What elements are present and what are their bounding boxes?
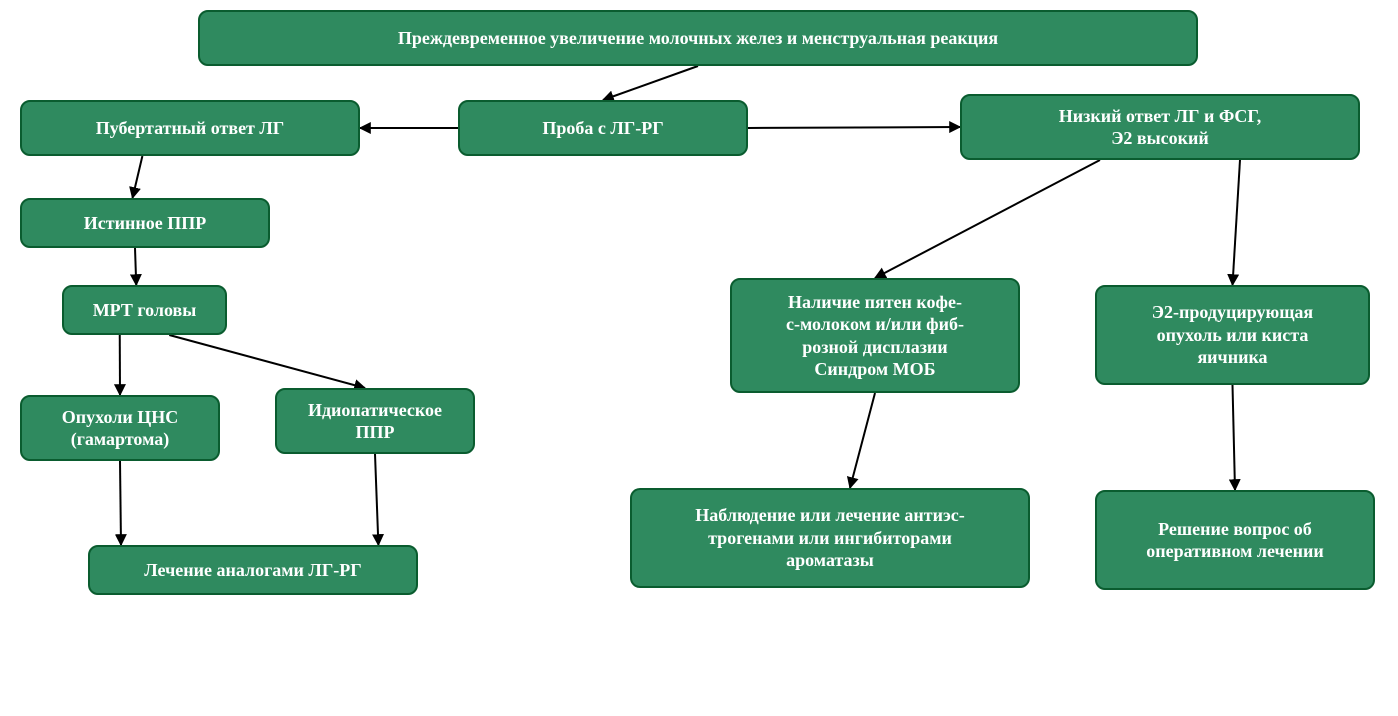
node-label: Э2-продуцирующаяопухоль или кистаяичника: [1152, 301, 1313, 369]
flowchart-canvas: Преждевременное увеличение молочных желе…: [0, 0, 1398, 716]
node-n-true-ppr: Истинное ППР: [20, 198, 270, 248]
node-label: МРТ головы: [93, 299, 197, 322]
node-n-proba: Проба с ЛГ-РГ: [458, 100, 748, 156]
node-label: Пубертатный ответ ЛГ: [96, 117, 285, 140]
node-n-observe: Наблюдение или лечение антиэс-трогенами …: [630, 488, 1030, 588]
edge-n-root-to-n-proba: [603, 66, 698, 100]
node-label: ИдиопатическоеППР: [308, 399, 442, 444]
node-label: Проба с ЛГ-РГ: [542, 117, 663, 140]
edge-n-low-lg-to-n-mob: [875, 160, 1100, 278]
node-label: Низкий ответ ЛГ и ФСГ,Э2 высокий: [1059, 105, 1262, 150]
node-n-idio: ИдиопатическоеППР: [275, 388, 475, 454]
edge-n-e2tumor-to-n-surgery: [1233, 385, 1236, 490]
edge-n-mri-to-n-idio: [169, 335, 365, 388]
node-label: Преждевременное увеличение молочных желе…: [398, 27, 998, 50]
node-n-pubertal: Пубертатный ответ ЛГ: [20, 100, 360, 156]
node-n-treat-lg: Лечение аналогами ЛГ-РГ: [88, 545, 418, 595]
node-n-mri: МРТ головы: [62, 285, 227, 335]
node-n-root: Преждевременное увеличение молочных желе…: [198, 10, 1198, 66]
node-n-surgery: Решение вопрос обоперативном лечении: [1095, 490, 1375, 590]
edge-n-proba-to-n-low-lg: [748, 127, 960, 128]
edge-n-low-lg-to-n-e2tumor: [1233, 160, 1241, 285]
edge-n-idio-to-n-treat-lg: [375, 454, 378, 545]
edge-n-pubertal-to-n-true-ppr: [133, 156, 143, 198]
node-n-e2tumor: Э2-продуцирующаяопухоль или кистаяичника: [1095, 285, 1370, 385]
node-label: Опухоли ЦНС(гамартома): [62, 406, 178, 451]
edge-n-mob-to-n-observe: [850, 393, 875, 488]
node-label: Наблюдение или лечение антиэс-трогенами …: [695, 504, 964, 572]
node-n-low-lg: Низкий ответ ЛГ и ФСГ,Э2 высокий: [960, 94, 1360, 160]
node-n-mob: Наличие пятен кофе-с-молоком и/или фиб-р…: [730, 278, 1020, 393]
node-label: Решение вопрос обоперативном лечении: [1146, 518, 1324, 563]
edge-n-cns-to-n-treat-lg: [120, 461, 121, 545]
node-label: Наличие пятен кофе-с-молоком и/или фиб-р…: [786, 291, 964, 381]
node-label: Лечение аналогами ЛГ-РГ: [144, 559, 361, 582]
node-n-cns: Опухоли ЦНС(гамартома): [20, 395, 220, 461]
edge-n-true-ppr-to-n-mri: [135, 248, 136, 285]
node-label: Истинное ППР: [84, 212, 206, 235]
